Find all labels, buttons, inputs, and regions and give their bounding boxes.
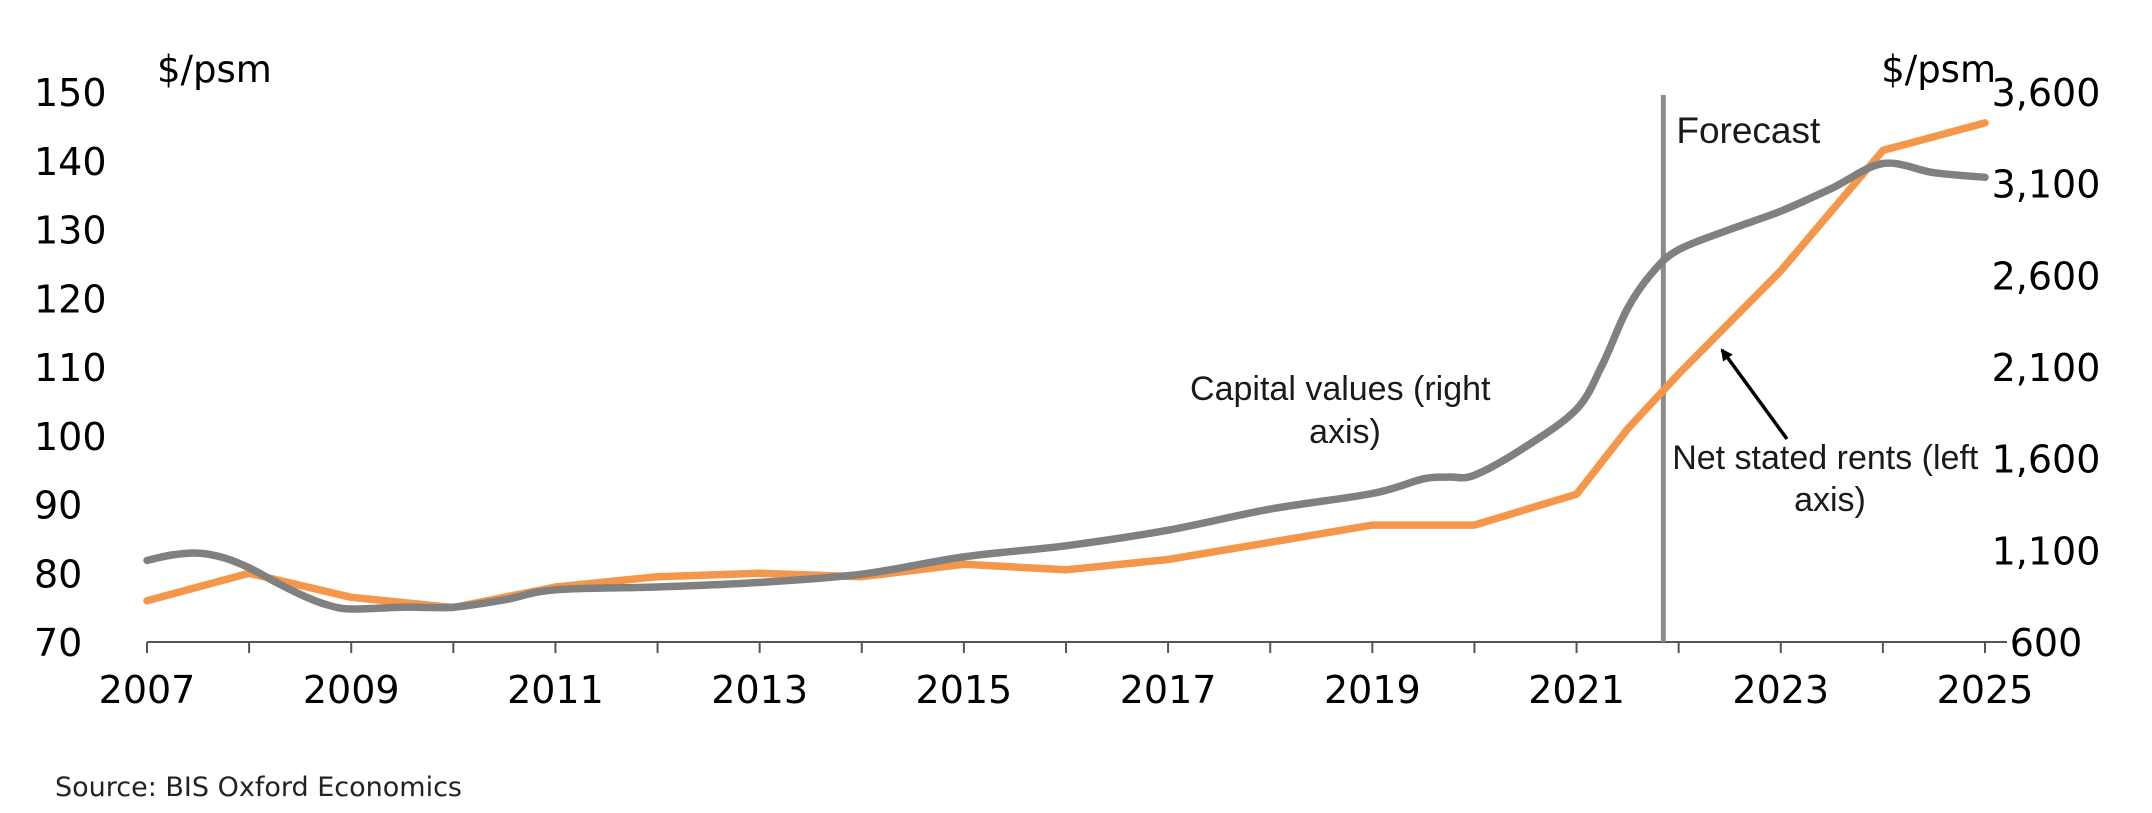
right-axis-tick-label: 2,100 <box>1992 346 2101 390</box>
net-rents-annotation-arrow <box>1720 348 1789 441</box>
net-rents-annotation-line1: Net stated rents (left <box>1672 439 1979 477</box>
left-axis-tick-label: 140 <box>34 140 107 184</box>
forecast-label: Forecast <box>1676 110 1821 151</box>
net-rents-annotation: Net stated rents (left axis) <box>1672 439 1988 519</box>
right-axis-tick-label: 3,600 <box>1992 71 2101 115</box>
capital-values-series-line <box>143 159 1989 613</box>
series-layer <box>143 119 1989 613</box>
x-axis-tick-label: 2011 <box>507 668 604 712</box>
left-axis-tick-label: 150 <box>34 71 107 115</box>
capital-values-annotation-line1: Capital values (right <box>1190 370 1491 408</box>
right-axis-tick-label: 1,100 <box>1992 529 2101 573</box>
left-axis-tick-label: 70 <box>34 621 82 665</box>
left-axis-tick-label: 130 <box>34 209 107 253</box>
right-axis-tick-label: 3,100 <box>1992 163 2101 207</box>
x-axis-tick-label: 2025 <box>1937 668 2034 712</box>
net-rents-series-line <box>143 119 1989 612</box>
x-axis-tick-label: 2017 <box>1120 668 1217 712</box>
x-axis-tick-label: 2007 <box>99 668 196 712</box>
x-axis-tick-label: 2015 <box>916 668 1013 712</box>
right-axis-tick-label: 1,600 <box>1992 438 2101 482</box>
right-axis-tick-label: 2,600 <box>1992 254 2101 298</box>
right-axis-ticks: 600 1,100 1,600 2,100 2,600 3,100 3,600 <box>1992 71 2101 665</box>
x-axis: 2007 2009 2011 2013 2015 2017 2019 2021 2023 2025 <box>99 641 2034 712</box>
right-axis-tick-label: 600 <box>2010 621 2083 665</box>
left-axis-tick-label: 110 <box>34 346 107 390</box>
x-axis-tick-label: 2021 <box>1528 668 1625 712</box>
left-axis-ticks: 70 80 90 100 110 120 130 140 150 <box>34 71 107 665</box>
left-axis-tick-label: 100 <box>34 415 107 459</box>
x-axis-tick-label: 2023 <box>1732 668 1829 712</box>
left-axis-tick-label: 120 <box>34 277 107 321</box>
left-axis-unit: $/psm <box>157 48 272 91</box>
left-axis-tick-label: 90 <box>34 484 82 528</box>
x-axis-tick-label: 2013 <box>711 668 808 712</box>
x-axis-tick-label: 2009 <box>303 668 400 712</box>
left-axis-tick-label: 80 <box>34 552 82 596</box>
net-rents-annotation-line2: axis) <box>1794 481 1866 519</box>
capital-values-annotation-line2: axis) <box>1309 413 1381 451</box>
x-axis-tick-label: 2019 <box>1324 668 1421 712</box>
right-axis-unit: $/psm <box>1881 48 1996 91</box>
capital-values-annotation: Capital values (right axis) <box>1190 370 1500 451</box>
source-note: Source: BIS Oxford Economics <box>55 772 462 803</box>
